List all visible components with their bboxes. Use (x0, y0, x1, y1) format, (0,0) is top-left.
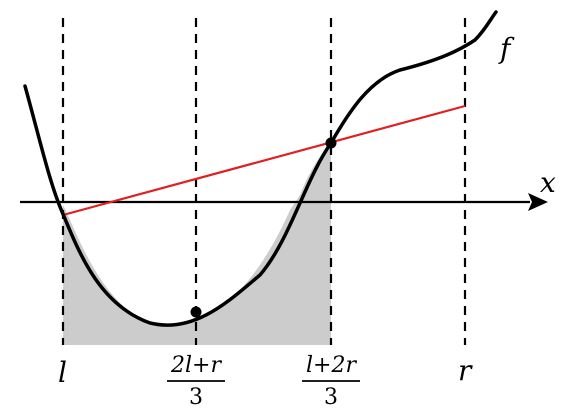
tick-label-third2-denominator: 3 (324, 385, 338, 410)
tick-label-third2-numerator: l+2r (306, 353, 357, 378)
tick-label-third1-denominator: 3 (189, 385, 203, 410)
secant-line (63, 106, 465, 215)
tick-label-third2: l+2r 3 (302, 353, 360, 410)
axis-label: x (540, 166, 556, 199)
minimum-point (191, 307, 202, 318)
function-label: f (498, 32, 515, 65)
tick-label-third1: 2l+r 3 (167, 353, 225, 410)
tick-label-l: l (58, 356, 67, 389)
tick-label-r: r (458, 354, 473, 387)
intersection-point (326, 138, 337, 149)
tick-label-third1-numerator: 2l+r (170, 353, 222, 378)
x-axis (20, 193, 548, 211)
